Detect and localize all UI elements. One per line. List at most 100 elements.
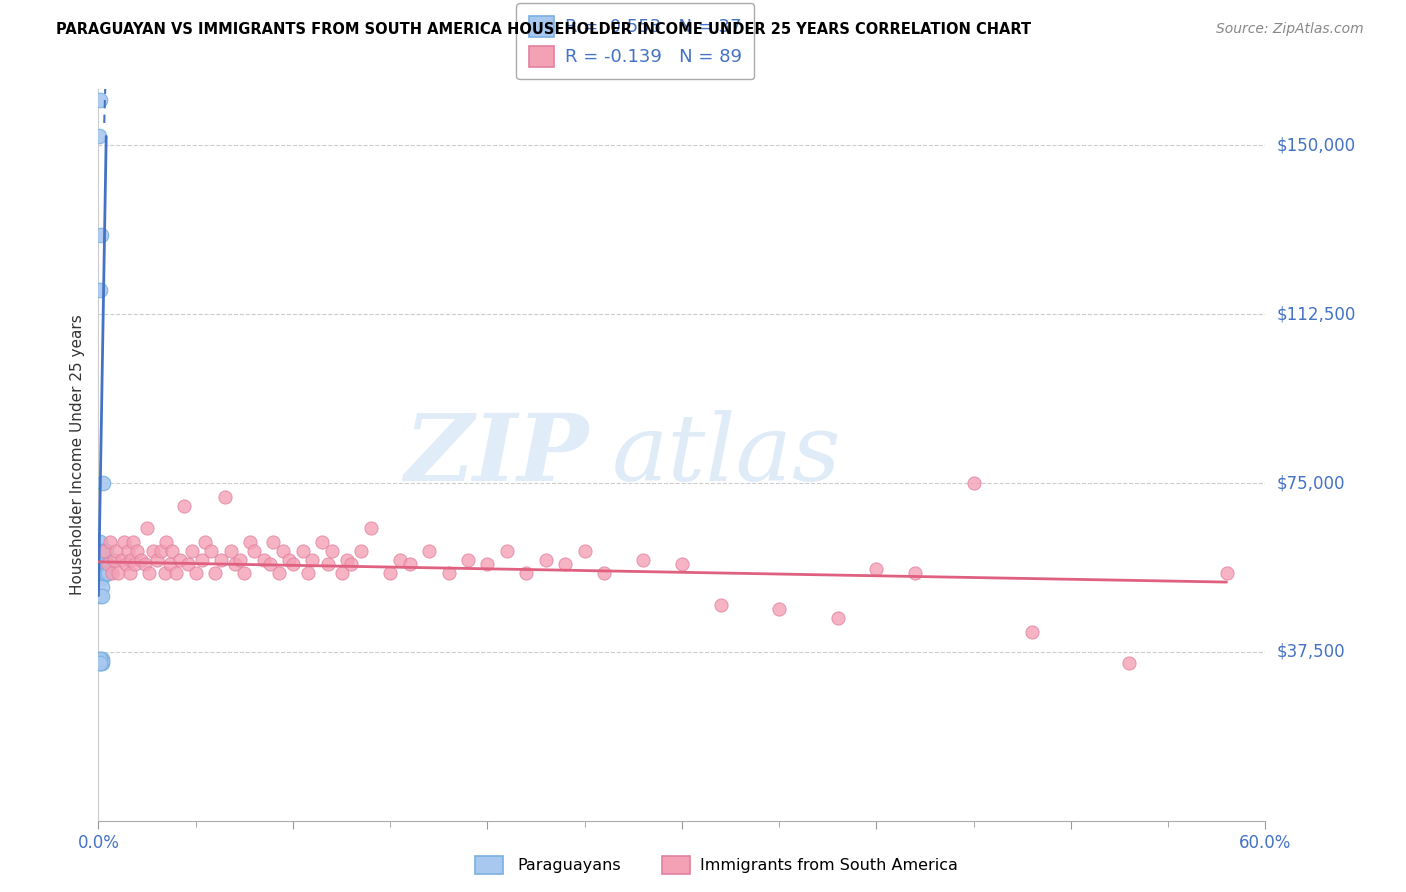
- Point: [153, 566, 176, 580]
- Point: [1215, 566, 1237, 580]
- Text: atlas: atlas: [612, 410, 841, 500]
- Point: [1118, 656, 1140, 670]
- Point: [91, 651, 114, 665]
- Point: [129, 552, 152, 566]
- Point: [89, 651, 111, 665]
- Text: $112,500: $112,500: [1277, 305, 1355, 323]
- Point: [103, 552, 125, 566]
- Point: [224, 557, 246, 571]
- Point: [162, 543, 184, 558]
- Bar: [475, 856, 503, 874]
- Point: [271, 543, 294, 558]
- Point: [122, 534, 145, 549]
- Point: [90, 656, 112, 670]
- Point: [89, 589, 111, 603]
- Point: [89, 94, 111, 108]
- Point: [91, 552, 114, 566]
- Point: [93, 566, 115, 580]
- Point: [418, 543, 440, 558]
- Point: [437, 566, 460, 580]
- Text: PARAGUAYAN VS IMMIGRANTS FROM SOUTH AMERICA HOUSEHOLDER INCOME UNDER 25 YEARS CO: PARAGUAYAN VS IMMIGRANTS FROM SOUTH AMER…: [56, 22, 1032, 37]
- Point: [107, 566, 129, 580]
- Point: [311, 534, 333, 549]
- Point: [534, 552, 557, 566]
- Point: [239, 534, 262, 549]
- Point: [112, 534, 135, 549]
- Point: [631, 552, 654, 566]
- Point: [219, 543, 242, 558]
- Point: [177, 557, 200, 571]
- Point: [243, 543, 266, 558]
- Point: [127, 543, 149, 558]
- Text: Source: ZipAtlas.com: Source: ZipAtlas.com: [1216, 22, 1364, 37]
- Point: [340, 557, 363, 571]
- Point: [89, 566, 111, 580]
- Point: [194, 534, 217, 549]
- Point: [1021, 624, 1043, 639]
- Point: [155, 534, 177, 549]
- Text: Paraguayans: Paraguayans: [517, 858, 621, 872]
- Point: [496, 543, 519, 558]
- Point: [209, 552, 232, 566]
- Point: [142, 543, 165, 558]
- Point: [865, 561, 887, 575]
- Point: [94, 552, 117, 566]
- Legend: R =  0.553   N = 37, R = -0.139   N = 89: R = 0.553 N = 37, R = -0.139 N = 89: [516, 4, 755, 79]
- Text: $37,500: $37,500: [1277, 643, 1346, 661]
- Point: [89, 656, 111, 670]
- Point: [91, 656, 114, 670]
- Point: [554, 557, 576, 571]
- Point: [253, 552, 276, 566]
- Point: [91, 557, 114, 571]
- Point: [229, 552, 252, 566]
- Point: [278, 552, 301, 566]
- Point: [138, 566, 160, 580]
- Y-axis label: Householder Income Under 25 years: Householder Income Under 25 years: [70, 315, 86, 595]
- Point: [89, 651, 111, 665]
- Text: $75,000: $75,000: [1277, 474, 1346, 492]
- Point: [593, 566, 616, 580]
- Point: [96, 566, 118, 580]
- Point: [89, 656, 111, 670]
- Point: [101, 566, 124, 580]
- Point: [710, 598, 733, 612]
- Point: [301, 552, 323, 566]
- Point: [169, 552, 191, 566]
- Point: [204, 566, 226, 580]
- Point: [360, 521, 382, 535]
- Point: [121, 552, 143, 566]
- Point: [91, 580, 114, 594]
- Point: [336, 552, 359, 566]
- Point: [259, 557, 281, 571]
- Point: [165, 566, 187, 580]
- Point: [91, 589, 114, 603]
- Point: [118, 566, 141, 580]
- Text: Immigrants from South America: Immigrants from South America: [700, 858, 957, 872]
- Bar: [662, 856, 690, 874]
- Point: [91, 476, 114, 491]
- Point: [96, 543, 118, 558]
- Point: [89, 654, 111, 668]
- Point: [91, 543, 114, 558]
- Point: [281, 557, 304, 571]
- Point: [190, 552, 212, 566]
- Point: [398, 557, 420, 571]
- Point: [90, 228, 112, 243]
- Point: [827, 611, 849, 625]
- Point: [96, 557, 118, 571]
- Point: [457, 552, 479, 566]
- Point: [89, 283, 111, 297]
- Point: [269, 566, 291, 580]
- Point: [93, 561, 115, 575]
- Point: [104, 543, 127, 558]
- Point: [97, 566, 120, 580]
- Point: [330, 566, 353, 580]
- Point: [124, 557, 146, 571]
- Point: [93, 543, 115, 558]
- Point: [117, 543, 139, 558]
- Point: [159, 557, 181, 571]
- Point: [477, 557, 499, 571]
- Point: [262, 534, 284, 549]
- Point: [962, 476, 984, 491]
- Point: [380, 566, 402, 580]
